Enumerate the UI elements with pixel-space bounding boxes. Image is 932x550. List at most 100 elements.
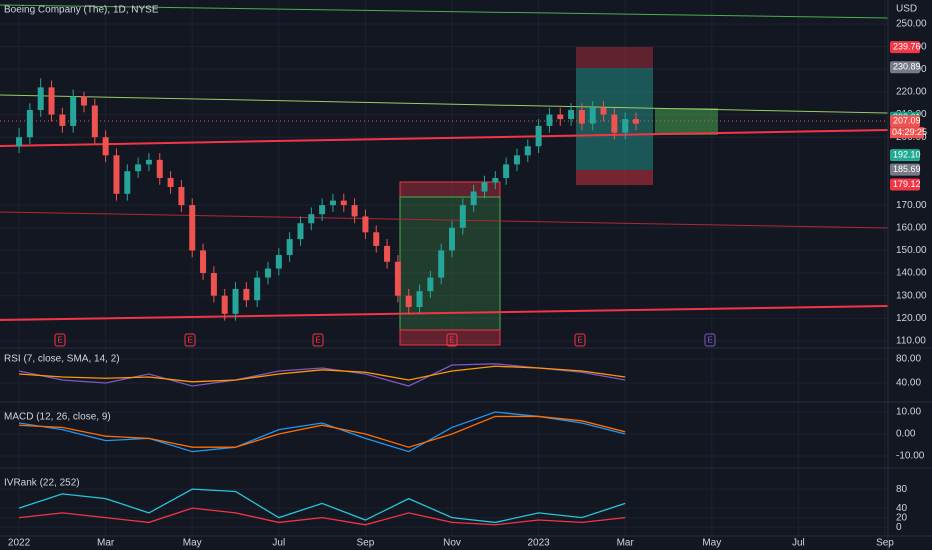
- candle-body: [351, 205, 358, 217]
- candle-body: [394, 261, 401, 296]
- candle-body: [557, 114, 564, 120]
- price-label-bg: [890, 41, 920, 54]
- trendline: [0, 129, 889, 147]
- pane-title: MACD (12, 26, close, 9): [4, 412, 111, 423]
- event-marker: [704, 333, 716, 347]
- pane-title: RSI (7, close, SMA, 14, 2): [4, 354, 120, 365]
- candle-body: [633, 119, 640, 124]
- event-marker: [184, 333, 196, 347]
- price-label: 179.12: [893, 179, 921, 189]
- candle-body: [481, 182, 488, 192]
- indicator-line: [19, 415, 626, 448]
- candle-body: [340, 200, 347, 206]
- candle-body: [524, 146, 531, 156]
- candle-body: [254, 277, 261, 301]
- candle-body: [600, 107, 607, 115]
- plot: [16, 78, 640, 526]
- y-tick-label: 160.00: [896, 222, 927, 233]
- x-tick-label: 2023: [527, 538, 550, 549]
- y-tick-label: 80: [896, 484, 908, 495]
- y-tick-label: -10.00: [896, 451, 925, 462]
- x-tick-label: Nov: [443, 538, 461, 549]
- candle-body: [286, 239, 293, 255]
- candle-body: [16, 137, 23, 147]
- price-label-bg: [890, 178, 920, 191]
- event-marker: [446, 333, 458, 347]
- event-marker: [54, 333, 66, 347]
- candle-body: [416, 291, 423, 308]
- candle-body: [232, 288, 239, 314]
- price-label: 230.89: [893, 62, 921, 72]
- event-label: E: [449, 336, 454, 345]
- countdown: 04:29:25: [892, 127, 927, 137]
- stop-zone: [576, 47, 653, 68]
- candle-body: [275, 254, 282, 269]
- candle-body: [91, 105, 98, 138]
- stop-zone: [576, 170, 653, 185]
- candle-body: [622, 119, 629, 133]
- price-label-bg: [890, 115, 920, 128]
- candle-body: [113, 155, 120, 194]
- y-tick-label: 0.00: [896, 429, 916, 440]
- trendline: [0, 211, 889, 229]
- candle-body: [535, 125, 542, 147]
- indicator-line: [18, 507, 626, 526]
- candle-body: [568, 110, 575, 120]
- candle-body: [102, 137, 109, 156]
- candle-body: [513, 155, 520, 165]
- x-tick-label: Sep: [876, 538, 894, 549]
- y-tick-label: 250.00: [896, 19, 927, 30]
- candle-body: [546, 114, 553, 126]
- candle-body: [373, 232, 380, 246]
- x-tick-label: May: [183, 538, 202, 549]
- projection-box: [655, 108, 718, 135]
- price-label: 207.09: [893, 116, 921, 126]
- candle-body: [48, 87, 55, 115]
- chart-title: Boeing Company (The), 1D, NYSE: [4, 5, 159, 16]
- candle-body: [156, 159, 163, 178]
- event-label: E: [315, 336, 320, 345]
- event-label: E: [577, 336, 582, 345]
- trendline: [0, 305, 889, 321]
- pane-title: IVRank (22, 252): [4, 478, 80, 489]
- x-tick-label: Mar: [97, 538, 115, 549]
- y-tick-label: 140.00: [896, 268, 927, 279]
- price-label-bg: [890, 61, 920, 74]
- candle-body: [167, 177, 174, 188]
- candle-body: [59, 114, 66, 126]
- candle-body: [26, 110, 33, 138]
- candle-body: [578, 110, 585, 124]
- y-tick-label: 150.00: [896, 245, 927, 256]
- candle-body: [362, 216, 369, 233]
- candle-body: [611, 114, 618, 133]
- event-label: E: [187, 336, 192, 345]
- currency: USD: [896, 4, 917, 15]
- indicator-line: [18, 411, 626, 453]
- candle-body: [589, 107, 596, 124]
- candle-body: [427, 277, 434, 292]
- candle-body: [210, 273, 217, 296]
- candle-body: [243, 288, 250, 301]
- y-tick-label: 120.00: [896, 313, 927, 324]
- candle-body: [308, 214, 315, 224]
- price-label-bg: [890, 149, 920, 162]
- y-tick-label: 10.00: [896, 407, 921, 418]
- y-tick-label: 80.00: [896, 354, 921, 365]
- candle-body: [70, 96, 77, 126]
- candle-body: [459, 205, 466, 228]
- event-marker: [312, 333, 324, 347]
- candle-body: [178, 187, 185, 206]
- trendline: [0, 4, 889, 19]
- candle-body: [80, 96, 87, 106]
- countdown-bg: [890, 127, 924, 139]
- x-tick-label: Jul: [272, 538, 285, 549]
- price-label-bg: [890, 163, 920, 176]
- x-tick-label: Mar: [617, 538, 635, 549]
- indicator-line: [18, 488, 626, 524]
- price-label: 192.10: [893, 149, 921, 159]
- candle-body: [135, 164, 142, 172]
- candle-body: [449, 227, 456, 251]
- candle-body: [329, 200, 336, 206]
- candle-body: [405, 295, 412, 308]
